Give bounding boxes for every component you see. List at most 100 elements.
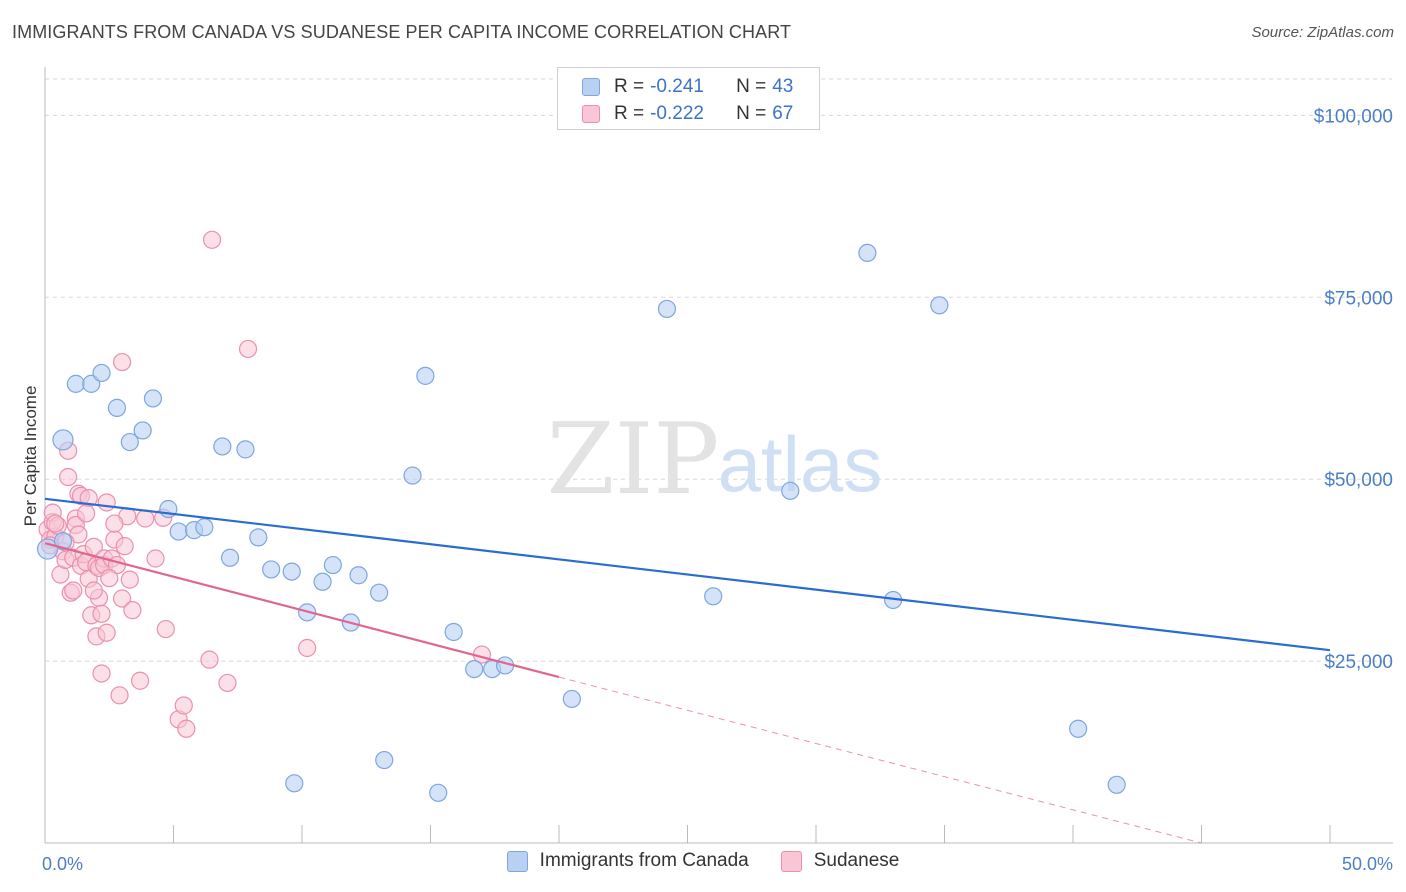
y-tick-label: $50,000 <box>1324 470 1393 491</box>
canada-point <box>704 587 723 606</box>
canada-trend-line <box>44 497 1331 652</box>
canada-point <box>92 363 111 383</box>
sudanese-point <box>112 352 132 372</box>
x-tick-label: 50.0% <box>1342 854 1393 874</box>
sudanese-point <box>64 581 83 600</box>
legend-label-sudanese: Sudanese <box>813 850 900 871</box>
sudanese-point <box>59 467 78 487</box>
canada-point <box>262 560 281 579</box>
tick-labels: $25,000 $50,000 $75,000 $100,000 0.0% 50.0% <box>42 106 1393 874</box>
watermark-atlas: atlas <box>718 420 883 508</box>
sudanese-point <box>77 504 96 523</box>
sudanese-point <box>46 514 65 533</box>
n-label: N = <box>736 103 767 124</box>
canada-point <box>236 440 255 459</box>
legend-item-sudanese[interactable]: Sudanese <box>780 850 900 872</box>
sudanese-point <box>92 664 111 683</box>
canada-point <box>1069 719 1088 738</box>
sudanese-point <box>156 619 175 639</box>
canada-point <box>465 659 484 679</box>
r-value: -0.222 <box>650 103 704 124</box>
r-value: -0.241 <box>650 76 704 97</box>
sudanese-point <box>174 696 193 715</box>
n-value: 67 <box>772 103 794 124</box>
sudanese-point <box>97 623 116 642</box>
axis-layer <box>44 67 1393 844</box>
canada-point <box>858 243 877 263</box>
canada-point <box>53 531 73 551</box>
canada-point <box>107 398 127 417</box>
x-tick-label: 0.0% <box>42 854 83 874</box>
source-label: Source: ZipAtlas.com <box>1251 24 1394 41</box>
sudanese-point <box>130 671 150 690</box>
sudanese-point <box>136 509 155 528</box>
sudanese-point <box>92 604 111 623</box>
canada-point <box>213 437 232 456</box>
sudanese-point <box>100 569 119 588</box>
n-label: N = <box>736 76 767 97</box>
sudanese-trend-extension <box>558 676 1202 844</box>
sudanese-point <box>115 537 134 556</box>
canada-point <box>375 750 394 770</box>
sudanese-point <box>202 230 222 249</box>
canada-point <box>143 389 163 408</box>
trend-lines <box>44 497 1331 844</box>
canada-point <box>220 548 240 567</box>
canada-point <box>349 566 368 585</box>
sudanese-point <box>177 719 196 738</box>
canada-point <box>133 421 152 440</box>
canada-point <box>429 783 448 802</box>
sudanese-point <box>200 650 219 669</box>
canada-point <box>323 555 342 575</box>
canada-point <box>195 518 214 537</box>
canada-swatch <box>582 78 600 96</box>
sudanese-point <box>84 581 103 600</box>
sudanese-point <box>298 638 317 658</box>
canada-point <box>66 374 85 393</box>
sudanese-swatch <box>582 105 600 123</box>
grid-layer <box>45 78 1392 662</box>
legend-row-canada: R = -0.241 N = 43 <box>582 74 793 100</box>
watermark: ZIP atlas <box>547 403 883 517</box>
canada-point <box>52 429 74 451</box>
canada-point <box>120 432 139 452</box>
canada-point <box>403 466 422 485</box>
canada-point <box>1107 775 1126 794</box>
canada-point <box>36 538 59 560</box>
sudanese-point <box>97 493 116 512</box>
r-label: R = <box>614 103 645 124</box>
watermark-zip: ZIP <box>547 403 720 517</box>
legend-label-canada: Immigrants from Canada <box>539 850 749 871</box>
canada-points <box>36 243 1126 802</box>
y-tick-label: $25,000 <box>1324 652 1393 673</box>
sudanese-point <box>120 570 139 589</box>
canada-point <box>562 689 581 709</box>
sudanese-point <box>105 514 124 533</box>
sudanese-point <box>146 549 165 568</box>
y-tick-label: $100,000 <box>1314 106 1393 127</box>
sudanese-point <box>123 601 142 620</box>
y-tick-label: $75,000 <box>1324 288 1393 309</box>
chart-title: IMMIGRANTS FROM CANADA VS SUDANESE PER C… <box>12 22 792 42</box>
r-label: R = <box>614 76 645 97</box>
sudanese-trend-line <box>44 542 560 679</box>
canada-point <box>249 528 268 547</box>
canada-point <box>285 774 304 793</box>
correlation-legend: R = -0.241 N = 43 R = -0.222 N = 67 <box>557 67 820 130</box>
canada-point <box>370 583 389 602</box>
canada-point <box>282 562 301 581</box>
sudanese-point <box>69 525 88 544</box>
y-axis-label: Per Capita Income <box>21 386 40 527</box>
sudanese-point <box>110 686 129 705</box>
series-legend: Immigrants from Canada Sudanese <box>0 850 1406 872</box>
legend-row-sudanese: R = -0.222 N = 67 <box>582 101 793 127</box>
canada-point <box>444 622 463 642</box>
sudanese-point <box>112 589 132 608</box>
sudanese-swatch <box>780 850 802 872</box>
legend-item-canada[interactable]: Immigrants from Canada <box>506 850 749 872</box>
canada-point <box>416 366 435 385</box>
canada-point <box>781 481 800 500</box>
n-value: 43 <box>772 76 794 97</box>
sudanese-point <box>218 673 237 693</box>
